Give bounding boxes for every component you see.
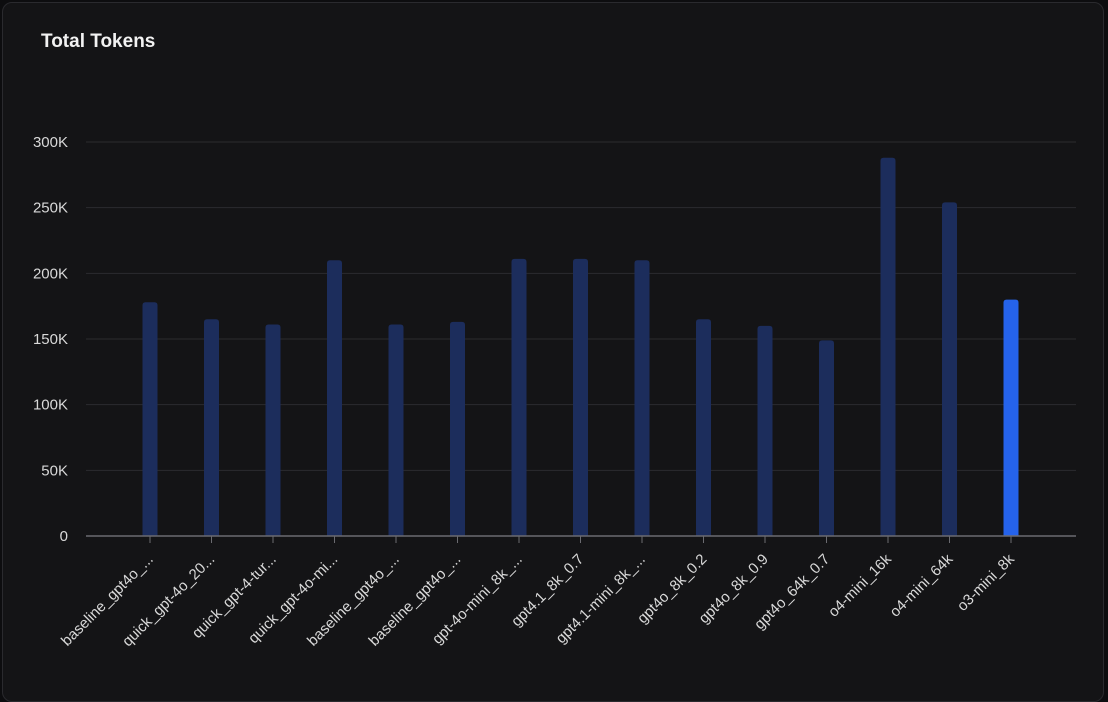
bar xyxy=(204,319,219,536)
bar xyxy=(880,157,896,536)
bar xyxy=(388,324,404,536)
x-tick-label: o4-mini_16k xyxy=(825,550,895,620)
y-tick-label: 250K xyxy=(33,200,68,217)
bar xyxy=(511,258,527,536)
bar xyxy=(573,258,588,536)
bar xyxy=(757,325,773,536)
bar xyxy=(450,321,465,536)
bar xyxy=(942,202,957,536)
y-tick-label: 0 xyxy=(60,528,68,545)
y-tick-label: 50K xyxy=(41,462,68,479)
bar xyxy=(819,340,834,536)
bar xyxy=(1003,299,1019,536)
bar xyxy=(634,260,650,536)
chart-title: Total Tokens xyxy=(41,31,156,52)
y-tick-label: 100K xyxy=(33,397,68,414)
bar xyxy=(696,319,711,536)
bar xyxy=(327,260,342,536)
bar xyxy=(265,324,281,536)
y-tick-label: 150K xyxy=(33,331,68,348)
x-tick-label: o4-mini_64k xyxy=(887,550,957,620)
y-tick-label: 200K xyxy=(33,265,68,282)
x-tick-label: o3-mini_8k xyxy=(954,550,1018,614)
bar xyxy=(142,302,158,536)
y-tick-label: 300K xyxy=(33,134,68,151)
